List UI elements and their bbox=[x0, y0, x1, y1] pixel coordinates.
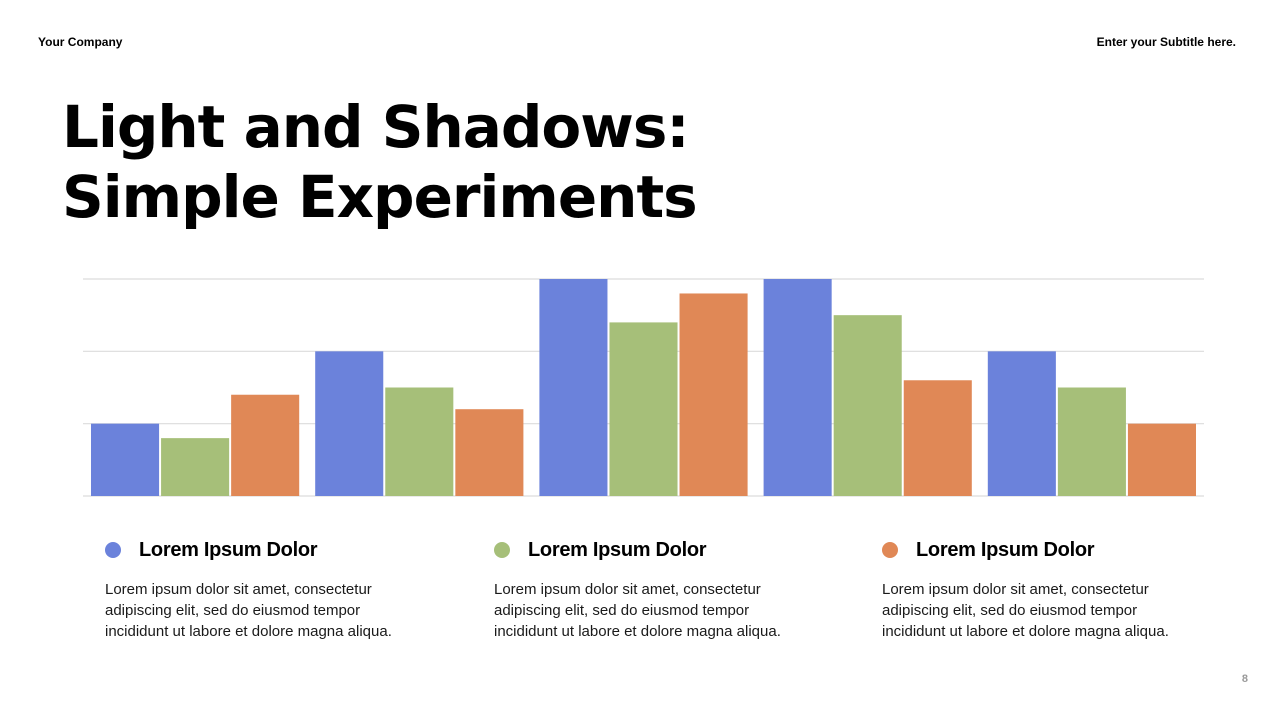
bar-group4-series1 bbox=[763, 279, 832, 496]
legend-item-2: Lorem Ipsum Dolor Lorem ipsum dolor sit … bbox=[494, 536, 824, 642]
legend-title-3: Lorem Ipsum Dolor bbox=[916, 538, 1095, 561]
bar-group4-series3 bbox=[903, 380, 972, 496]
legend-desc-2: Lorem ipsum dolor sit amet, consectetur … bbox=[494, 581, 781, 640]
legend-title-1: Lorem Ipsum Dolor bbox=[139, 538, 318, 561]
title-line-2: Simple Experiments bbox=[62, 163, 698, 231]
title-line-1: Light and Shadows: bbox=[62, 93, 690, 161]
company-name: Your Company bbox=[38, 35, 123, 49]
bar-group5-series3 bbox=[1127, 423, 1196, 496]
bar-group3-series2 bbox=[609, 322, 678, 496]
bar-group1-series2 bbox=[161, 438, 230, 496]
bar-group5-series2 bbox=[1057, 387, 1126, 496]
legend-desc-1: Lorem ipsum dolor sit amet, consectetur … bbox=[105, 581, 392, 640]
legend-dot-3 bbox=[882, 542, 898, 558]
legend-dot-1 bbox=[105, 542, 121, 558]
page-number: 8 bbox=[1241, 673, 1248, 685]
legend-item-1: Lorem Ipsum Dolor Lorem ipsum dolor sit … bbox=[105, 536, 435, 642]
bar-group3-series1 bbox=[539, 279, 608, 496]
legend-desc-3: Lorem ipsum dolor sit amet, consectetur … bbox=[882, 581, 1169, 640]
bar-group5-series1 bbox=[987, 351, 1056, 496]
legend-title-2: Lorem Ipsum Dolor bbox=[528, 538, 707, 561]
page-title: Light and Shadows: Simple Experiments bbox=[62, 92, 698, 232]
bar-group1-series1 bbox=[91, 423, 160, 496]
header-subtitle: Enter your Subtitle here. bbox=[1096, 35, 1236, 49]
bar-group4-series2 bbox=[833, 315, 902, 496]
bar-group2-series3 bbox=[455, 409, 524, 496]
legend-dot-2 bbox=[494, 542, 510, 558]
bar-group1-series3 bbox=[231, 394, 300, 496]
bar-group2-series2 bbox=[385, 387, 454, 496]
legend-item-3: Lorem Ipsum Dolor Lorem ipsum dolor sit … bbox=[882, 536, 1212, 642]
bar-group2-series1 bbox=[315, 351, 384, 496]
bar-group3-series3 bbox=[679, 293, 748, 496]
